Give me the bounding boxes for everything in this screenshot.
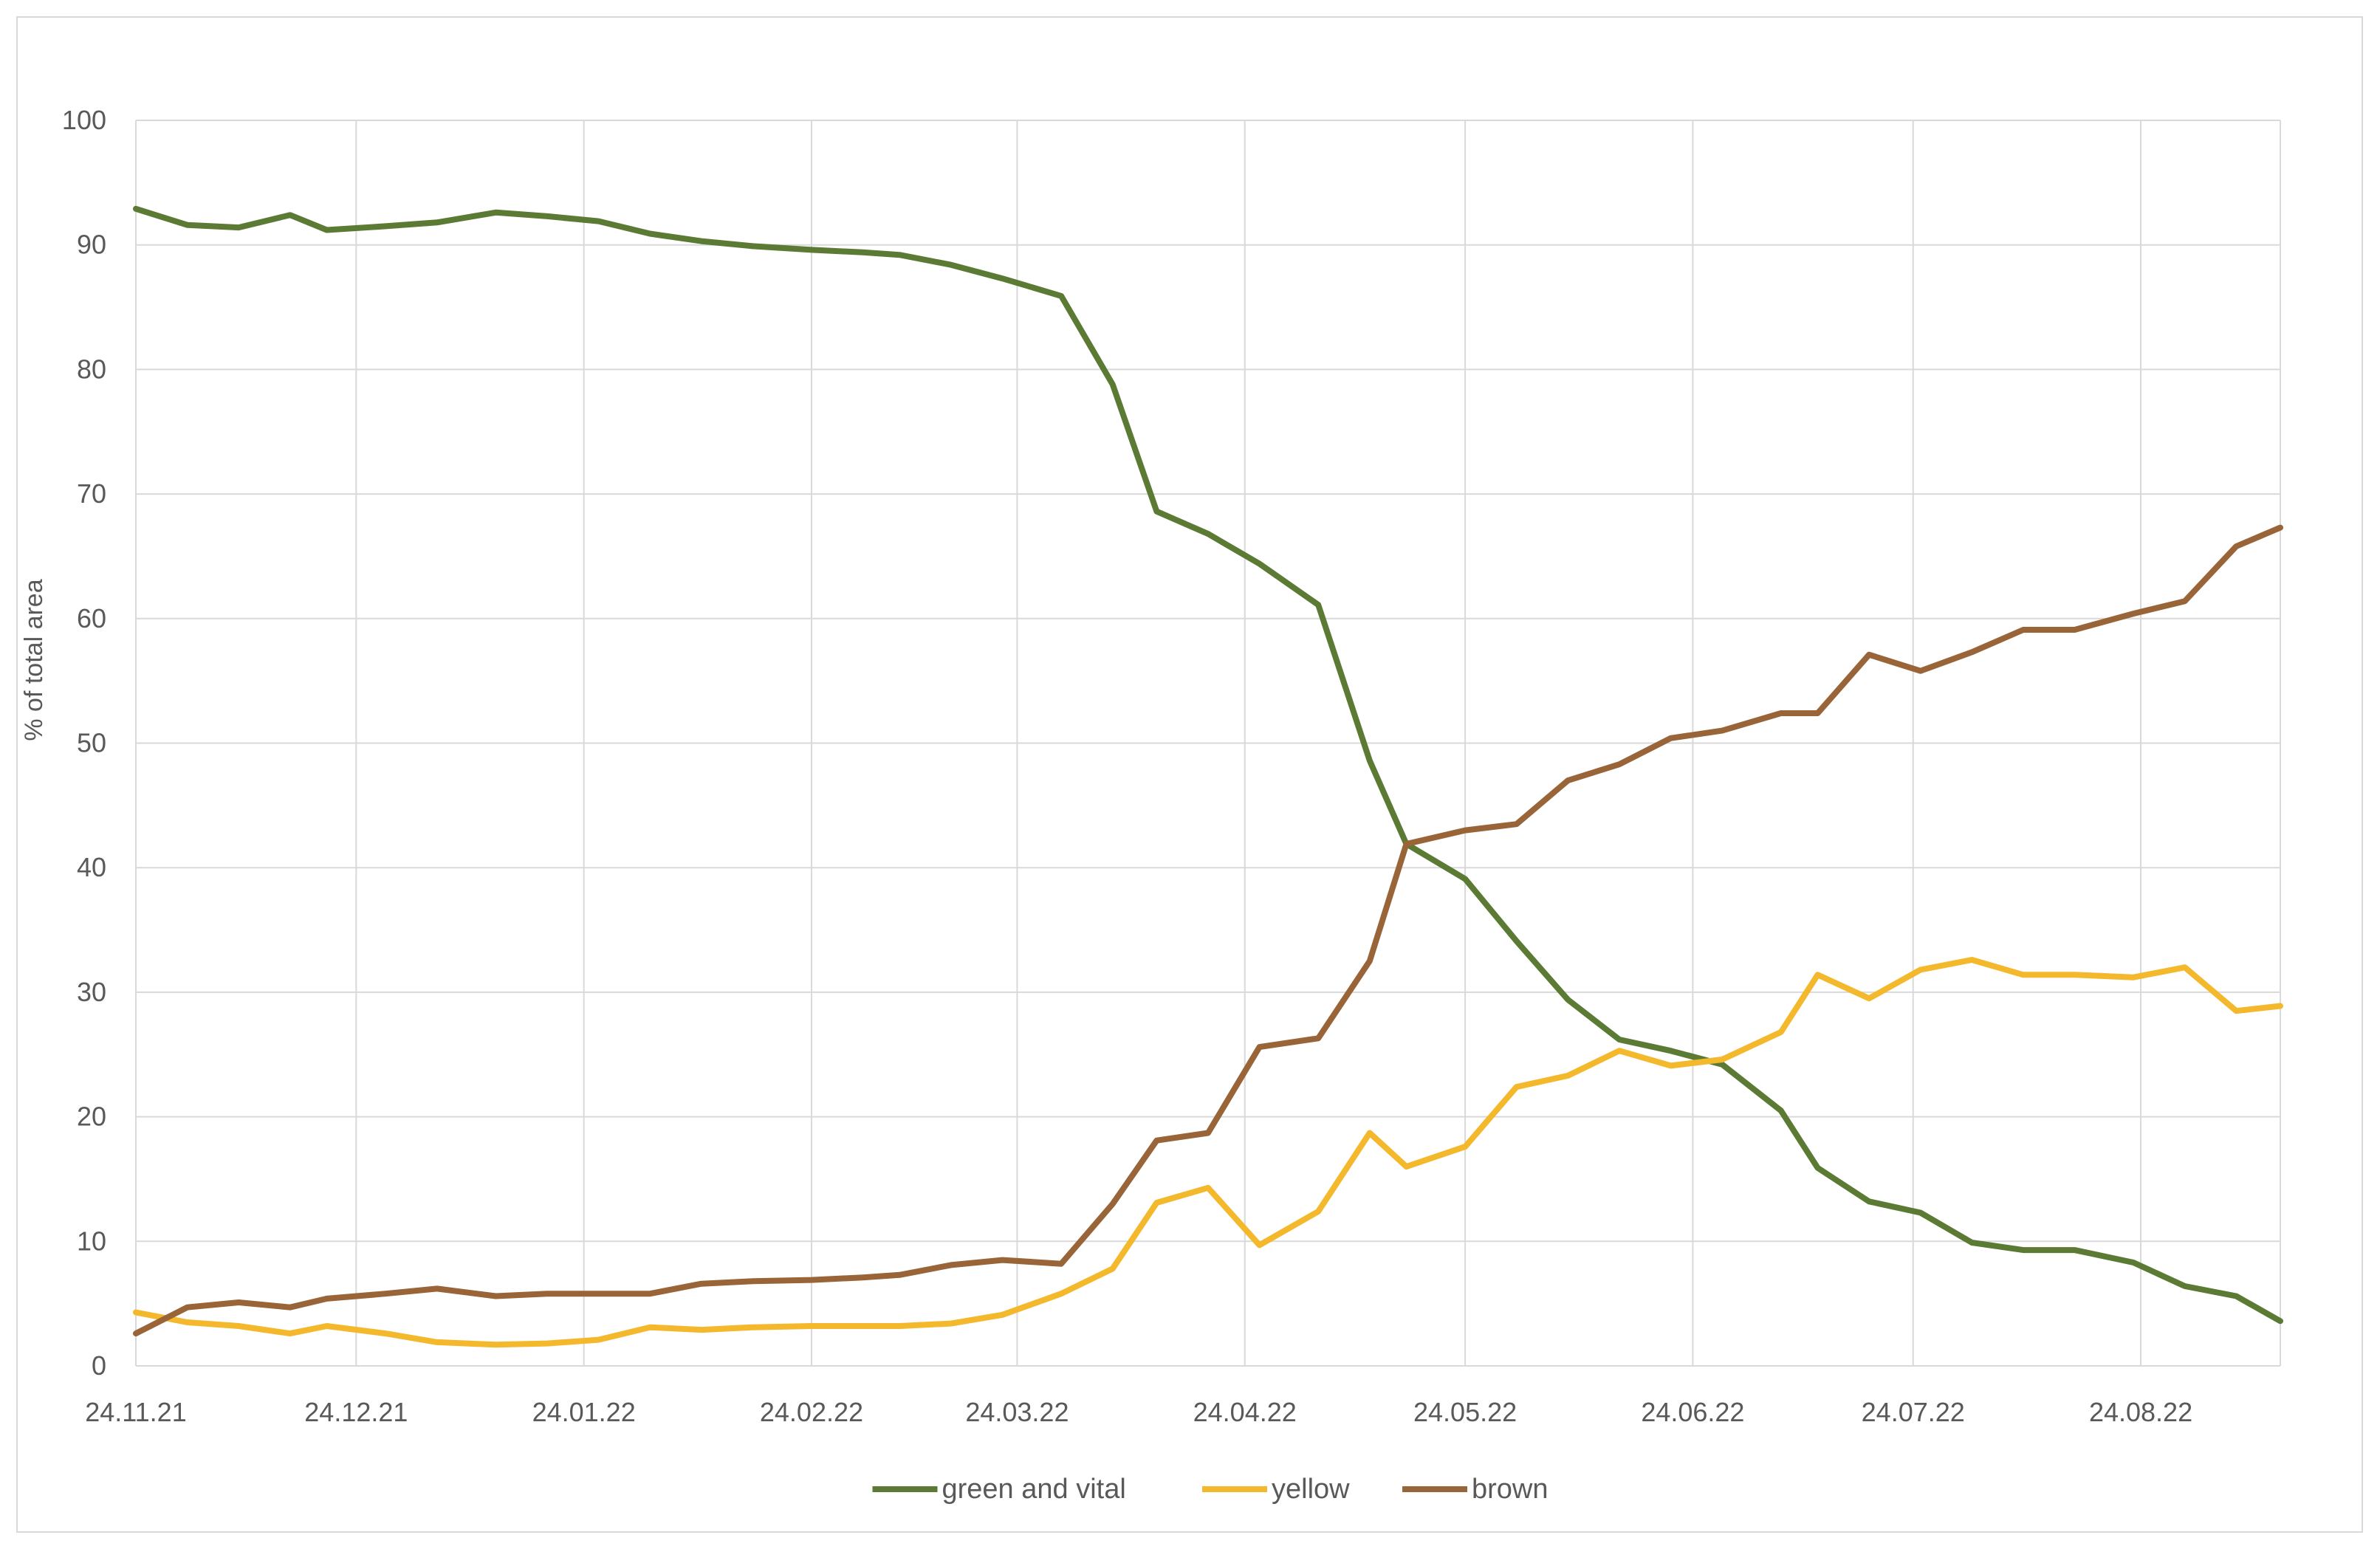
chart-frame: 0 10 20 30 40 50 60 70 80 90 100 24.11.21 24.12.21 24… [16, 16, 2363, 1533]
x-tick-label: 24.12.21 [304, 1397, 408, 1427]
legend: green and vital yellow brown [872, 1474, 1549, 1505]
x-tick-label: 24.06.22 [1641, 1397, 1744, 1427]
series-line-yellow [133, 957, 2283, 1348]
x-tick-label: 24.05.22 [1413, 1397, 1517, 1427]
y-tick-label: 80 [77, 354, 106, 384]
legend-item-brown: brown [1402, 1474, 1549, 1505]
x-tick-label: 24.03.22 [965, 1397, 1069, 1427]
legend-label: brown [1472, 1474, 1549, 1505]
x-tick-label: 24.11.21 [85, 1397, 186, 1427]
y-tick-label: 70 [77, 478, 106, 509]
y-tick-label: 30 [77, 977, 106, 1007]
x-tick-label: 24.08.22 [2089, 1397, 2192, 1427]
y-tick-label: 10 [77, 1226, 106, 1256]
legend-label: yellow [1272, 1474, 1350, 1505]
y-tick-label: 0 [92, 1350, 106, 1381]
x-tick-label: 24.02.22 [760, 1397, 863, 1427]
gridlines [135, 120, 2281, 1367]
y-tick-label: 50 [77, 728, 106, 758]
y-tick-label: 100 [62, 105, 106, 135]
series-line-brown [133, 524, 2283, 1337]
legend-item-yellow: yellow [1202, 1474, 1350, 1505]
axes: 0 10 20 30 40 50 60 70 80 90 100 24.11.21 24.12.21 24… [62, 105, 2192, 1427]
y-tick-label: 90 [77, 230, 106, 260]
y-tick-label: 60 [77, 603, 106, 633]
y-axis-label: % of total area [20, 579, 48, 741]
y-tick-label: 40 [77, 852, 106, 882]
series-line-green-and-vital [133, 205, 2283, 1325]
legend-item-green-and-vital: green and vital [872, 1474, 1126, 1505]
y-tick-label: 20 [77, 1102, 106, 1132]
x-tick-label: 24.01.22 [532, 1397, 636, 1427]
series-lines [133, 205, 2283, 1348]
line-chart: 0 10 20 30 40 50 60 70 80 90 100 24.11.21 24.12.21 24… [20, 105, 2283, 1505]
x-tick-label: 24.04.22 [1193, 1397, 1297, 1427]
x-tick-label: 24.07.22 [1862, 1397, 1965, 1427]
legend-label: green and vital [942, 1474, 1126, 1505]
